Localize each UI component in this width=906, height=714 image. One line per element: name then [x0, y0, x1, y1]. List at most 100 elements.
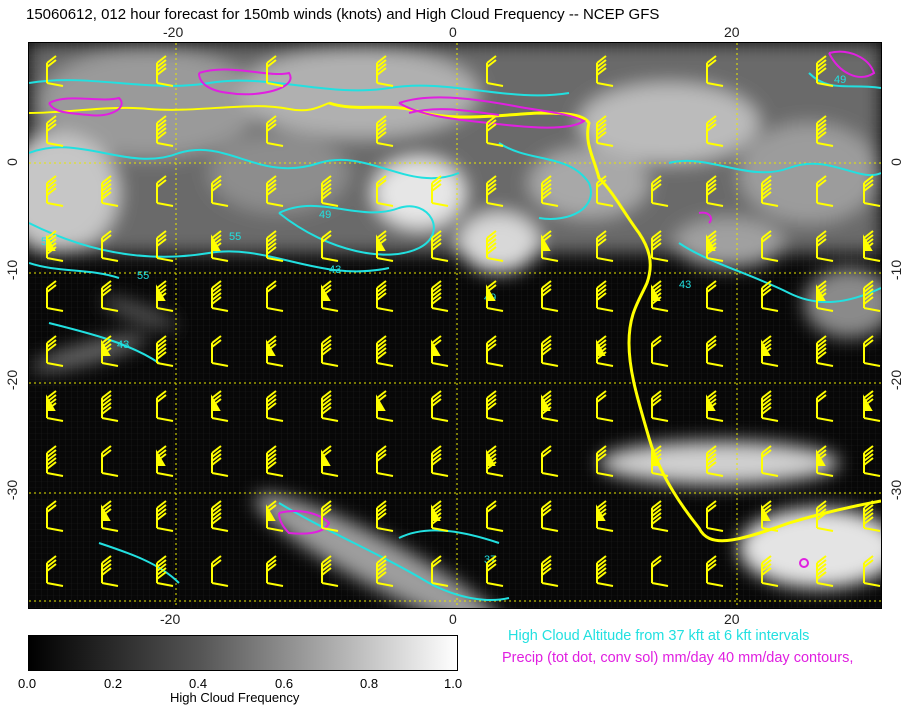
wind-barb [863, 280, 881, 312]
wind-barb [156, 500, 174, 532]
wind-barb [596, 115, 614, 147]
wind-barb [46, 335, 64, 367]
lat-lon-grid [29, 43, 881, 608]
wind-barb [266, 230, 284, 262]
wind-barb [156, 335, 174, 367]
wind-barb [651, 555, 669, 587]
wind-barb [863, 500, 881, 532]
wind-barb-pennant [431, 504, 441, 521]
wind-barb [431, 555, 449, 587]
wind-barb-pennant [651, 284, 661, 301]
lon-tick-bottom-2: 0 [449, 611, 457, 627]
wind-barb [431, 175, 449, 207]
wind-barb [651, 390, 669, 422]
wind-barb [321, 500, 339, 532]
lat-tick-left-2: -10 [4, 259, 21, 281]
colorbar-tick-1: 0.2 [104, 676, 123, 691]
wind-barb [486, 175, 504, 207]
wind-barb-pennant [431, 339, 441, 356]
lat-tick-left-1: 0 [3, 158, 20, 166]
wind-barb [101, 230, 119, 262]
svg-text:55: 55 [137, 270, 149, 282]
wind-barb [596, 230, 614, 262]
wind-barb [761, 230, 779, 262]
lat-tick-right-3: -20 [888, 369, 905, 391]
wind-barb [46, 280, 64, 312]
wind-barb [376, 445, 394, 477]
wind-barb [321, 555, 339, 587]
wind-barb-pennant [761, 339, 771, 356]
wind-barb-pennant [321, 449, 331, 466]
wind-barb-pennant [541, 234, 551, 251]
svg-text:49: 49 [834, 74, 846, 86]
svg-text:43: 43 [117, 339, 129, 351]
lat-tick-left-4: -30 [4, 479, 21, 501]
wind-barb [321, 175, 339, 207]
colorbar-tick-5: 1.0 [444, 676, 463, 691]
wind-barb [651, 335, 669, 367]
wind-barb [651, 500, 669, 532]
wind-barb [431, 445, 449, 477]
colorbar [28, 635, 458, 671]
chart-title: 15060612, 012 hour forecast for 150mb wi… [26, 6, 660, 23]
wind-barb [321, 230, 339, 262]
wind-barb-pennant [101, 339, 111, 356]
wind-barb [706, 335, 724, 367]
wind-barb [863, 445, 881, 477]
wind-barb [863, 335, 881, 367]
lon-tick-bottom-3: 20 [724, 611, 740, 627]
wind-barb [376, 55, 394, 87]
wind-barb [761, 445, 779, 477]
wind-barb-pennant [101, 504, 111, 521]
wind-barb [376, 335, 394, 367]
wind-barb [541, 335, 559, 367]
wind-barb [816, 335, 834, 367]
wind-barb [266, 115, 284, 147]
wind-barb [486, 115, 504, 147]
wind-barb [156, 390, 174, 422]
wind-barb [761, 390, 779, 422]
wind-barb [376, 175, 394, 207]
wind-barb [761, 175, 779, 207]
colorbar-title: High Cloud Frequency [170, 690, 300, 705]
lat-tick-left-3: -20 [4, 369, 21, 391]
svg-text:55: 55 [229, 231, 241, 243]
wind-barb [486, 500, 504, 532]
wind-barb [706, 280, 724, 312]
wind-barb-pennant [541, 394, 551, 411]
wind-barb [46, 55, 64, 87]
wind-barb [156, 115, 174, 147]
wind-barb [486, 55, 504, 87]
wind-barb [706, 445, 724, 477]
wind-barb [596, 390, 614, 422]
lon-tick-top-1: -20 [163, 24, 184, 40]
wind-barb-pennant [46, 394, 56, 411]
wind-barb [101, 445, 119, 477]
coastline-africa [328, 101, 881, 543]
legend-precip: Precip (tot dot, conv sol) mm/day 40 mm/… [502, 650, 854, 666]
wind-barb [156, 55, 174, 87]
wind-barb-pennant [486, 449, 496, 466]
wind-barb [46, 175, 64, 207]
wind-barb [156, 230, 174, 262]
wind-barb-pennant [816, 284, 826, 301]
wind-barb [816, 230, 834, 262]
colorbar-tick-0: 0.0 [18, 676, 37, 691]
wind-barb-pennant [156, 284, 166, 301]
wind-barb [431, 280, 449, 312]
colorbar-tick-2: 0.4 [189, 676, 208, 691]
colorbar-tick-4: 0.8 [360, 676, 379, 691]
wind-barb [816, 390, 834, 422]
wind-barb [816, 555, 834, 587]
svg-text:43: 43 [679, 279, 691, 291]
wind-barb [376, 555, 394, 587]
wind-barb [156, 555, 174, 587]
wind-barb [596, 555, 614, 587]
wind-barb-pennant [156, 449, 166, 466]
wind-barb [706, 115, 724, 147]
wind-barb [863, 175, 881, 207]
wind-barb [706, 555, 724, 587]
wind-barb-pennant [761, 504, 771, 521]
wind-barb-pennant [651, 449, 661, 466]
wind-barb-pennant [211, 234, 221, 251]
